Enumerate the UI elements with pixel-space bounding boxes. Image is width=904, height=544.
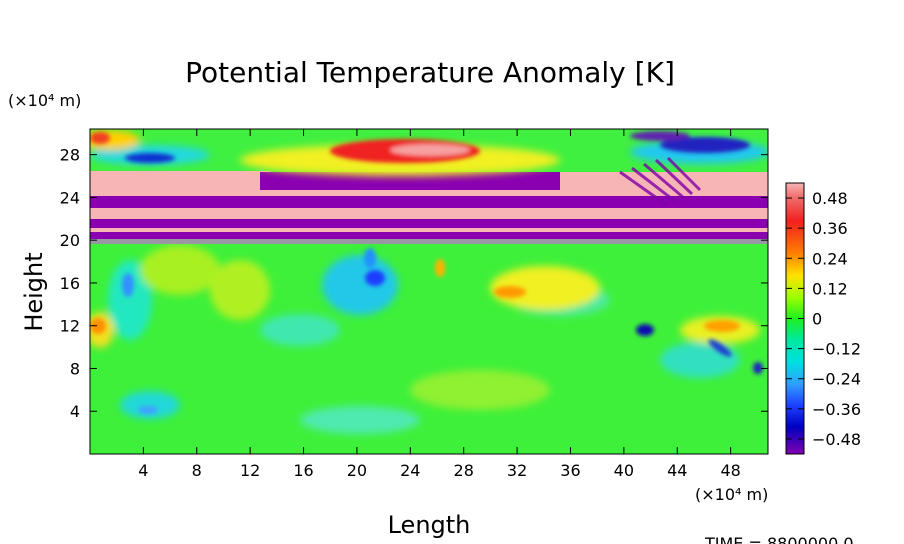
x-tick-label: 44	[667, 461, 687, 480]
cyan-patch-lower-left	[120, 391, 180, 419]
y-tick-label: 24	[60, 188, 80, 207]
layer-purple-3	[90, 196, 768, 208]
layer-pink-top	[90, 170, 270, 194]
y-tick-label: 28	[60, 146, 80, 165]
time-annotation: TIME = 8800000.0	[704, 534, 854, 544]
y-axis-label: Height	[20, 252, 48, 331]
y-unit-label: (×10⁴ m)	[8, 91, 81, 110]
y-tick-label: 20	[60, 231, 80, 250]
colorbar-tick-label: −0.48	[812, 430, 861, 449]
yellow-green-patch-left	[140, 245, 220, 295]
layer-noisy-base	[90, 239, 768, 244]
blue-vortex-edge	[753, 362, 763, 374]
orange-patch-east	[494, 286, 526, 298]
yellow-green-patch-center	[210, 260, 270, 320]
cyan-patch-mid	[260, 314, 340, 346]
cyan-patch-low	[300, 406, 420, 434]
yellow-patch-east	[490, 266, 600, 310]
colorbar-tick-label: −0.24	[812, 370, 861, 389]
orange-patch-right	[704, 320, 740, 332]
blue-patch-center-upper	[364, 248, 376, 268]
yellow-patch-lower	[410, 370, 550, 410]
cyan-patch-center	[322, 255, 398, 315]
orange-patch-center	[435, 259, 445, 277]
upper-blue-west	[125, 153, 175, 163]
y-tick-label: 8	[70, 359, 80, 378]
orange-patch-edge	[90, 318, 106, 334]
cyan-patch-west	[108, 260, 152, 340]
x-axis-label: Length	[388, 511, 471, 539]
plot-frame	[89, 128, 769, 455]
colorbar-tick-label: 0.48	[812, 189, 848, 208]
x-tick-label: 12	[240, 461, 260, 480]
blue-patch-center	[365, 270, 385, 286]
colorbar-tick-label: 0	[812, 310, 822, 329]
layer-pink-3	[90, 188, 768, 196]
colorbar-tick-label: 0.24	[812, 249, 848, 268]
x-tick-label: 20	[347, 461, 367, 480]
x-tick-label: 32	[507, 461, 527, 480]
layer-purple-low	[90, 232, 768, 239]
colorbar: 0.48 0.36 0.24 0.12 0 −0.12 −0.24 −0.36 −0.48	[785, 182, 861, 455]
wave-streaks	[619, 156, 702, 208]
blue-patch-lower-left	[138, 406, 158, 414]
x-tick-label: 36	[560, 461, 580, 480]
layer-pink-2	[90, 208, 768, 219]
y-tick-label: 4	[70, 402, 80, 421]
x-tick-label: 40	[614, 461, 634, 480]
x-tick-label: 16	[293, 461, 313, 480]
x-tick-label: 8	[192, 461, 202, 480]
y-tick-label: 16	[60, 274, 80, 293]
x-tick-label: 28	[454, 461, 474, 480]
x-axis: 4 8 12 16 20 24 28 32 36 40 44 48	[138, 129, 741, 480]
upper-red-west	[90, 132, 110, 144]
colorbar-tick-label: 0.36	[812, 219, 848, 238]
blue-vortex-east	[636, 324, 654, 336]
layer-purple-2	[90, 219, 768, 228]
blue-patch-west	[122, 273, 134, 297]
blue-vortex-far-east	[708, 339, 732, 357]
y-tick-label: 12	[60, 317, 80, 336]
upper-pink-core	[390, 144, 470, 156]
layer-pink-top-right	[560, 172, 768, 194]
layer-purple-top-mid	[260, 172, 560, 190]
cyan-patch-far-east	[660, 342, 740, 378]
x-unit-label: (×10⁴ m)	[695, 485, 768, 504]
x-tick-label: 24	[400, 461, 420, 480]
colorbar-tick-label: −0.12	[812, 340, 861, 359]
x-tick-label: 4	[138, 461, 148, 480]
colorbar-tick-label: 0.12	[812, 279, 848, 298]
colorbar-tick-label: −0.36	[812, 400, 861, 419]
y-axis: 4 8 12 16 20 24 28	[60, 146, 768, 421]
heatmap-field	[90, 129, 768, 454]
upper-yellow-west	[90, 130, 140, 150]
upper-blue-east	[660, 137, 750, 153]
upper-purple-east	[630, 131, 690, 141]
chart-title: Potential Temperature Anomaly [K]	[185, 56, 675, 89]
x-tick-label: 48	[720, 461, 740, 480]
